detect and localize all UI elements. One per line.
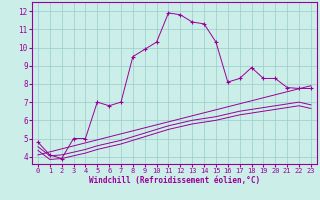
X-axis label: Windchill (Refroidissement éolien,°C): Windchill (Refroidissement éolien,°C) bbox=[89, 176, 260, 185]
